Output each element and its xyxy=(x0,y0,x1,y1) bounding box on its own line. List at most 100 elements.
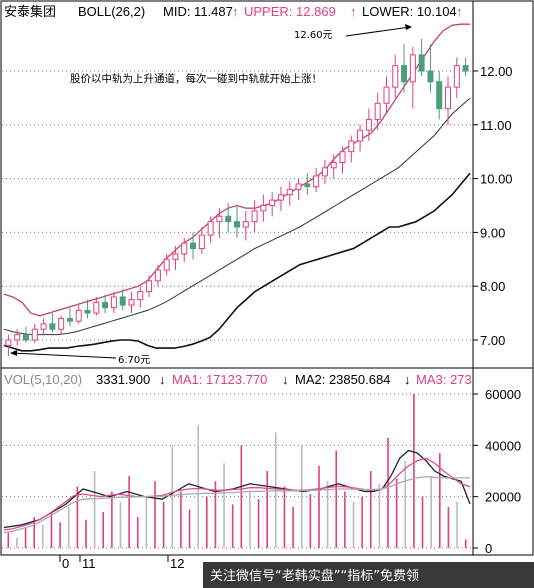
candle-body xyxy=(75,309,82,322)
candle-body xyxy=(357,129,364,142)
upper-arrow-icon: ↑ xyxy=(350,4,357,19)
candle-body xyxy=(22,334,29,341)
high-arrow-head-icon xyxy=(405,24,412,30)
candle-body xyxy=(295,183,302,190)
boll-upper-label: UPPER: 12.869 xyxy=(244,4,336,19)
candle-body xyxy=(409,54,416,83)
candle-body xyxy=(445,86,452,110)
boll-lower-line xyxy=(3,172,471,352)
candle-body xyxy=(374,102,381,120)
ma1-label: MA1: 17123.770 xyxy=(172,372,267,387)
candle-body xyxy=(453,65,460,88)
candle-body xyxy=(102,301,109,309)
candle-body xyxy=(93,301,100,314)
volume-ma2-line xyxy=(3,457,471,531)
candle-body xyxy=(365,118,372,131)
candle-body xyxy=(137,291,144,301)
candle-body xyxy=(462,65,469,72)
ma1-arrow-icon: ↓ xyxy=(282,372,289,387)
ma2-arrow-icon: ↓ xyxy=(404,372,411,387)
candle-body xyxy=(40,323,47,330)
candlesticks xyxy=(5,38,469,357)
volume-ma3-line xyxy=(3,475,470,534)
price-y-axis-labels: 12.00 11.00 10.00 9.00 8.00 7.00 xyxy=(480,64,513,348)
candle-body xyxy=(251,210,258,223)
stock-name: 安泰集团 xyxy=(4,4,56,20)
vol-arrow-icon: ↓ xyxy=(159,372,166,387)
candle-body xyxy=(5,339,12,346)
candle-body xyxy=(304,183,311,188)
candle-body xyxy=(330,161,337,169)
candle-body xyxy=(207,221,214,236)
vol-label: VOL(5,10,20) xyxy=(4,372,82,387)
candle-body xyxy=(163,258,170,271)
candle-body xyxy=(427,70,434,83)
candle-body xyxy=(14,334,21,341)
boll-lower-label: LOWER: 10.104 xyxy=(362,4,457,19)
price-tick-label: 12.00 xyxy=(480,64,513,79)
volume-ma-lines xyxy=(3,449,471,534)
boll-mid-label: MID: 11.487 xyxy=(163,4,233,19)
candle-body xyxy=(286,188,293,196)
ma2-label: MA2: 23850.684 xyxy=(295,372,390,387)
volume-tick-label: 20000 xyxy=(485,490,521,505)
candle-body xyxy=(401,65,408,83)
x-tick-label: 0 xyxy=(62,556,69,571)
candle-body xyxy=(128,299,135,306)
candle-body xyxy=(66,317,73,322)
candle-body xyxy=(260,205,267,212)
price-tick-label: 10.00 xyxy=(480,172,513,187)
boll-label: BOLL(26,2) xyxy=(78,4,145,19)
boll-upper-line xyxy=(3,23,470,317)
price-gridlines xyxy=(2,70,478,341)
candle-body xyxy=(49,323,56,330)
candle-body xyxy=(31,328,38,341)
low-price-annotation: 6.70元 xyxy=(118,355,150,366)
candle-body xyxy=(181,242,188,255)
candle-body xyxy=(58,317,65,330)
candle-body xyxy=(269,199,276,206)
high-price-annotation: 12.60元 xyxy=(294,30,333,41)
candle-body xyxy=(348,140,355,153)
candle-body xyxy=(84,309,91,314)
volume-gridlines xyxy=(2,393,478,549)
price-tick-label: 11.00 xyxy=(480,118,512,133)
candle-body xyxy=(198,234,205,250)
boll-mid-line xyxy=(3,98,471,336)
candle-body xyxy=(339,151,346,163)
candle-body xyxy=(216,215,223,223)
high-price-arrow xyxy=(345,26,411,37)
candle-body xyxy=(418,54,425,72)
watermark-text: 关注微信号“老韩实盘”“指标”免费领 xyxy=(210,569,419,584)
x-axis-labels: 0 11 12 xyxy=(59,555,184,571)
candle-body xyxy=(146,280,153,293)
candle-body xyxy=(172,253,179,260)
watermark-banner xyxy=(203,562,534,588)
vol-value: 3331.900 xyxy=(96,372,150,387)
low-price-arrow xyxy=(11,352,117,359)
price-tick-label: 8.00 xyxy=(480,279,505,294)
candle-body xyxy=(110,296,117,309)
volume-y-axis-labels: 60000 40000 20000 0 xyxy=(485,387,521,556)
mid-arrow-icon: ↑ xyxy=(232,4,239,19)
ma3-label: MA3: 273 xyxy=(416,372,472,387)
candle-body xyxy=(313,175,320,188)
volume-tick-label: 40000 xyxy=(485,438,521,453)
candle-body xyxy=(225,215,232,223)
candle-body xyxy=(321,167,328,177)
x-tick-label: 12 xyxy=(170,556,184,571)
low-arrow-head-icon xyxy=(10,350,17,356)
volume-bars xyxy=(7,394,467,548)
trend-note: 股价以中轨为上升通道，每次一碰到中轨就开始上涨！ xyxy=(70,72,322,85)
candle-body xyxy=(383,86,390,104)
candle-body xyxy=(234,221,240,228)
volume-tick-label: 0 xyxy=(485,541,492,556)
candle-body xyxy=(190,242,197,250)
candle-body xyxy=(436,81,443,110)
candle-body xyxy=(277,194,284,201)
candle-body xyxy=(154,269,161,282)
volume-ma1-line xyxy=(3,449,471,529)
lower-arrow-icon: ↑ xyxy=(456,4,463,19)
price-tick-label: 9.00 xyxy=(480,225,505,240)
